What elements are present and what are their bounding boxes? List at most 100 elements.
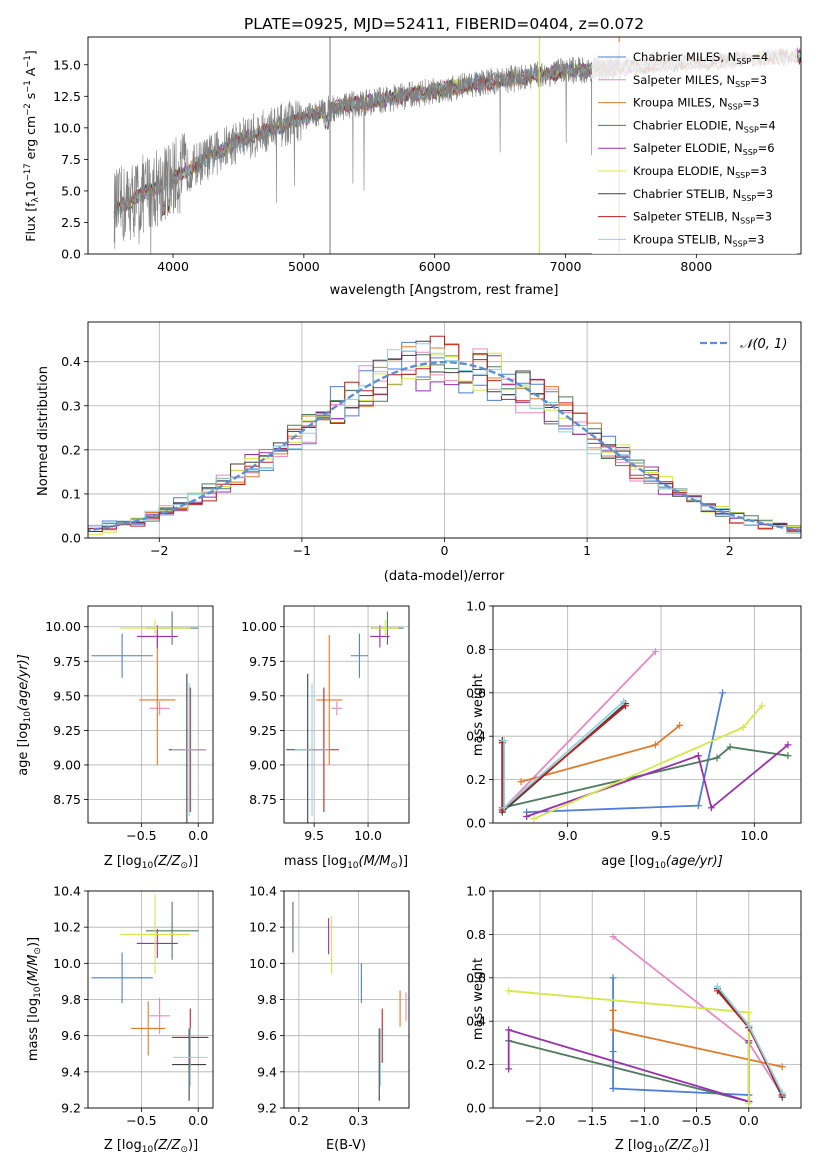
age_vs_mass-plot-area bbox=[286, 611, 404, 823]
spectrum-ytick-label-5: 12.5 bbox=[53, 89, 81, 104]
age_vs_Z-ytick-label-0: 8.75 bbox=[53, 792, 81, 807]
mass_vs_Z-frame bbox=[87, 890, 214, 1109]
spectrum-ylabel: Flux [fλ10−17 erg cm−2 s−1 A−1] bbox=[23, 50, 41, 241]
residual-histogram-panel: −2 −1 0 1 2 0.0 0.1 0.2 0.3 0.4 𝒩(0, 1) (data-mod… bbox=[36, 321, 802, 584]
mass_vs_ebv-frame bbox=[283, 890, 410, 1109]
spectrum-ytick-label-3: 7.5 bbox=[61, 152, 81, 167]
spectrum-legend-label-8: Kroupa STELIB, NSSP=3 bbox=[633, 232, 764, 248]
mass_vs_ebv-xtick-label-0: 0.2 bbox=[289, 1113, 309, 1128]
weight_vs_age-series-8-marker-0 bbox=[500, 737, 508, 745]
weight_vs_Z-series-2-marker-0 bbox=[609, 1006, 617, 1014]
wZ-xlabel: Z [log10(Z/Z⊙)] bbox=[615, 1138, 709, 1155]
weight_vs_Z-series-2-marker-2 bbox=[778, 1063, 786, 1071]
residual_hist-xtick-label-0: −2 bbox=[150, 543, 168, 558]
massE-xlabel: E(B-V) bbox=[326, 1138, 366, 1153]
residual_hist-ytick-label-1: 0.1 bbox=[61, 486, 81, 501]
weight_vs_Z-series-5-marker-2 bbox=[745, 1100, 753, 1108]
mass_vs_Z-plot-area bbox=[91, 894, 209, 1101]
spectrum-legend-box bbox=[592, 42, 797, 254]
spectrum-panel: PLATE=0925, MJD=52411, FIBERID=0404, z=0… bbox=[23, 15, 802, 298]
mass_vs_ebv-plot-area bbox=[292, 901, 407, 1101]
spectrum-frame bbox=[87, 36, 802, 255]
weight_vs_age-series-0-marker-2 bbox=[719, 689, 727, 697]
age_vs_mass-frame bbox=[283, 605, 410, 824]
weight_vs_Z-ytick-label-3: 0.6 bbox=[466, 970, 486, 985]
hist-ylabel: Normed distribution bbox=[36, 366, 51, 496]
spectrum-xtick-label-2: 6000 bbox=[419, 259, 451, 274]
weight_vs_Z-xtick-label-3: −0.5 bbox=[681, 1113, 711, 1128]
age_vs_mass-ytick-label-1: 9.00 bbox=[249, 757, 277, 772]
mass-weight-vs-age-panel: 9.0 9.5 10.0 0.0 0.2 0.4 0.6 0.8 1.0 age [log10(… bbox=[466, 599, 802, 871]
mass_vs_Z-xtick-label-1: 0.0 bbox=[188, 1113, 208, 1128]
age-vs-mass-panel: 9.5 10.0 8.75 9.00 9.25 9.50 9.75 10.00 mass [l… bbox=[241, 605, 410, 871]
wAge-ylabel: mass weight bbox=[471, 674, 486, 756]
age_vs_Z-ytick-label-3: 9.50 bbox=[53, 688, 81, 703]
mass-vs-ebv-panel: 0.2 0.3 9.2 9.4 9.6 9.8 10.0 10.2 10.4 E(B-V) bbox=[249, 884, 410, 1153]
spectrum-xtick-label-1: 5000 bbox=[288, 259, 320, 274]
mass-vs-metallicity-panel: −0.5 0.0 9.2 9.4 9.6 9.8 10.0 10.2 10.4 Z [log10… bbox=[26, 884, 214, 1155]
age_vs_mass-ytick-label-5: 10.00 bbox=[241, 619, 277, 634]
hist-step-line-7 bbox=[88, 335, 801, 536]
weight_vs_age-xtick-label-0: 9.0 bbox=[558, 828, 578, 843]
mass_vs_Z-xtick-label-0: −0.5 bbox=[126, 1113, 156, 1128]
mass-weight-vs-metallicity-panel: −2.0 −1.5 −1.0 −0.5 0.0 0.0 0.2 0.4 0.6 0.8 1.0 Z … bbox=[466, 884, 802, 1155]
spectrum-legend-label-3: Chabrier ELODIE, NSSP=4 bbox=[633, 118, 776, 134]
residual_hist-frame bbox=[87, 321, 802, 539]
spectrum-xtick-label-4: 8000 bbox=[680, 259, 712, 274]
mass_vs_Z-ytick-label-3: 9.8 bbox=[61, 992, 81, 1007]
weight_vs_Z-series-line-2 bbox=[612, 1010, 783, 1068]
residual_hist-plot-area bbox=[88, 335, 801, 536]
weight_vs_Z-ytick-label-4: 0.8 bbox=[466, 927, 486, 942]
weight_vs_age-series-3-marker-4 bbox=[784, 752, 792, 760]
age_vs_mass-ytick-label-3: 9.50 bbox=[249, 688, 277, 703]
mass_vs_ebv-ytick-label-0: 9.2 bbox=[257, 1101, 277, 1116]
weight_vs_age-ytick-label-4: 0.8 bbox=[466, 642, 486, 657]
weight_vs_age-xtick-label-2: 10.0 bbox=[740, 828, 768, 843]
weight_vs_Z-xtick-label-1: −1.5 bbox=[577, 1113, 607, 1128]
spectrum-legend-label-4: Salpeter ELODIE, NSSP=6 bbox=[633, 141, 775, 157]
weight_vs_Z-series-line-0 bbox=[612, 977, 749, 1096]
weight_vs_Z-ytick-label-5: 1.0 bbox=[466, 884, 486, 899]
weight_vs_Z-series-line-5 bbox=[508, 989, 750, 1104]
massZ-ylabel: mass [log10(M/M⊙)] bbox=[26, 937, 43, 1061]
hist-xlabel: (data-model)/error bbox=[384, 569, 505, 584]
spectrum-data-line bbox=[113, 54, 621, 254]
ageZ-ylabel: age [log10(age/yr)] bbox=[16, 654, 33, 776]
weight_vs_age-series-5-marker-0 bbox=[530, 815, 538, 823]
figure-title: PLATE=0925, MJD=52411, FIBERID=0404, z=0… bbox=[244, 15, 644, 33]
weight_vs_Z-series-0-marker-0 bbox=[609, 974, 617, 982]
weight_vs_age-ytick-label-2: 0.4 bbox=[466, 729, 486, 744]
weight_vs_age-series-4-marker-3 bbox=[784, 741, 792, 749]
weight_vs_age-series-8-marker-1 bbox=[500, 804, 508, 812]
spectrum-legend-label-7: Salpeter STELIB, NSSP=3 bbox=[633, 210, 772, 226]
weight_vs_age-series-1-marker-1 bbox=[651, 648, 659, 656]
mass_vs_ebv-ytick-label-2: 9.6 bbox=[257, 1028, 277, 1043]
weight_vs_Z-frame bbox=[492, 890, 802, 1109]
ageM-xlabel: mass [log10(M/M⊙)] bbox=[284, 854, 408, 871]
age_vs_Z-ytick-label-4: 9.75 bbox=[53, 654, 81, 669]
weight_vs_Z-series-1-marker-0 bbox=[609, 933, 617, 941]
weight_vs_Z-ytick-label-1: 0.2 bbox=[466, 1057, 486, 1072]
weight_vs_Z-series-0-marker-1 bbox=[609, 1048, 617, 1056]
weight_vs_age-series-line-8 bbox=[503, 700, 625, 810]
weight_vs_age-series-line-1 bbox=[501, 650, 657, 811]
weight_vs_age-series-8-marker-2 bbox=[620, 697, 628, 705]
weight_vs_Z-series-8-marker-0 bbox=[713, 982, 721, 990]
mass_vs_Z-ytick-label-2: 9.6 bbox=[61, 1028, 81, 1043]
weight_vs_Z-series-8-marker-2 bbox=[778, 1089, 786, 1097]
age_vs_mass-xtick-label-0: 9.5 bbox=[304, 828, 324, 843]
residual_hist-xtick-label-4: 2 bbox=[726, 543, 734, 558]
weight_vs_age-series-4-marker-1 bbox=[694, 752, 702, 760]
spectrum-legend-label-6: Chabrier STELIB, NSSP=3 bbox=[633, 187, 773, 203]
age_vs_Z-ytick-label-1: 9.00 bbox=[53, 757, 81, 772]
weight_vs_Z-series-4-marker-1 bbox=[505, 1026, 513, 1034]
weight_vs_age-series-4-marker-0 bbox=[523, 812, 531, 820]
ageZ-xlabel: Z [log10(Z/Z⊙)] bbox=[104, 854, 198, 871]
weight_vs_Z-series-line-4 bbox=[507, 1028, 750, 1103]
mass_vs_ebv-xtick-label-1: 0.3 bbox=[348, 1113, 368, 1128]
spectrum-legend-label-1: Salpeter MILES, NSSP=3 bbox=[633, 73, 767, 89]
hist-legend-label: 𝒩(0, 1) bbox=[740, 337, 787, 352]
age-vs-metallicity-panel: −0.5 0.0 8.75 9.00 9.25 9.50 9.75 10.00 Z [log1… bbox=[16, 605, 214, 871]
weight_vs_age-series-2-marker-1 bbox=[651, 741, 659, 749]
spectrum-ytick-label-0: 0.0 bbox=[61, 247, 81, 262]
